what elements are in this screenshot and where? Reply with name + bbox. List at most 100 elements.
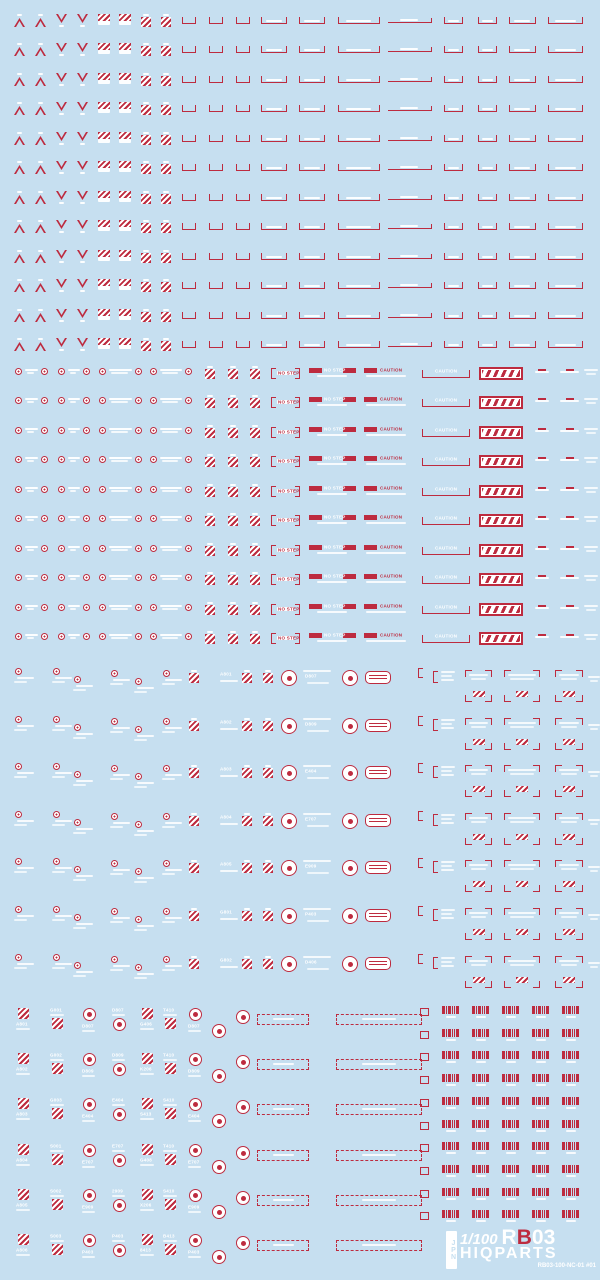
corner-frame-decal xyxy=(555,956,583,988)
corner-frame-decal xyxy=(504,956,540,988)
bracket-decal xyxy=(261,164,287,172)
target-label-decal: D809 xyxy=(82,1053,100,1083)
hazard-square-decal xyxy=(189,765,200,778)
barcode-decal xyxy=(502,1188,519,1201)
hazard-stripe-box-decal xyxy=(98,338,110,349)
bracket-decal xyxy=(338,253,380,261)
target-circle-decal xyxy=(236,1100,250,1114)
hazard-label-decal: 8413 xyxy=(140,1234,158,1264)
code-03: 03 xyxy=(531,1226,556,1249)
hazard-stripe-box-decal xyxy=(98,220,110,231)
circle-pair-decal xyxy=(99,515,142,523)
bracket-small-decal xyxy=(418,668,423,678)
circle-pair-decal xyxy=(15,456,48,464)
bracket-decal xyxy=(509,17,536,25)
bracket-decal xyxy=(548,105,583,113)
brand-logo: JPN 1/100 RB03 HIQPARTS RB03-100-NC-01 #0… xyxy=(446,1226,598,1275)
part-label-decal: G802 xyxy=(220,958,244,974)
caution-bracket-decal: CAUTION xyxy=(422,397,470,407)
hazard-square-decal xyxy=(161,250,172,263)
bracket-decal xyxy=(338,17,380,25)
target-label-decal: E707 xyxy=(82,1144,100,1174)
barcode-decal xyxy=(532,1029,549,1042)
hazard-label-decal: G002 xyxy=(50,1053,68,1083)
thin-line-decal xyxy=(388,342,432,349)
circle-pair-decal xyxy=(15,545,48,553)
bracket-decal xyxy=(509,76,536,84)
circle-pair-decal xyxy=(15,604,48,612)
triangle-up-decal xyxy=(35,220,46,234)
triangle-up-decal xyxy=(35,161,46,175)
hazard-square-decal xyxy=(250,454,261,467)
bracket-decal xyxy=(509,164,536,172)
target-circle-decal xyxy=(342,956,358,972)
bracket-decal xyxy=(236,105,250,113)
barcode-decal xyxy=(442,1051,459,1064)
bracket-decal xyxy=(209,105,223,113)
bracket-decal xyxy=(299,341,325,349)
corner-frame-decal xyxy=(555,908,583,940)
triangle-up-decal xyxy=(35,279,46,293)
hazard-square-decal xyxy=(161,309,172,322)
circle-pair-decal xyxy=(150,397,192,405)
logo-top-row: 1/100 RB03 xyxy=(460,1226,556,1249)
circle-label-decal xyxy=(52,668,74,686)
part-note-decal: D809 xyxy=(303,718,337,736)
no-step-bar-decal: NO STEP xyxy=(309,633,356,643)
barcode-decal xyxy=(562,1188,579,1201)
part-number: RB03-100-NC-01 #01 xyxy=(537,1263,596,1269)
bracket-small-decal xyxy=(418,954,423,964)
bracket-decal xyxy=(548,17,583,25)
hazard-stripe-box-decal xyxy=(98,43,110,54)
hazard-frame-decal xyxy=(479,544,523,557)
text-cloud-decal xyxy=(588,771,600,779)
barcode-decal xyxy=(562,1006,579,1019)
circle-pair-decal xyxy=(58,574,90,582)
hazard-square-decal xyxy=(228,395,239,408)
hazard-label-decal: G001 xyxy=(50,1008,68,1038)
caution-bar-decal: CAUTION xyxy=(364,633,409,643)
target-label-decal: D807 xyxy=(188,1008,206,1038)
bracket-decal xyxy=(299,17,325,25)
bracket-decal xyxy=(182,164,196,172)
hazard-stripe-box-decal xyxy=(98,14,110,25)
target-circle-decal xyxy=(212,1069,226,1083)
bracket-decal xyxy=(236,135,250,143)
bracket-decal xyxy=(182,223,196,231)
thin-line-decal xyxy=(388,313,432,320)
vent-decal xyxy=(365,909,391,922)
bracket-decal xyxy=(444,76,463,84)
barcode-decal xyxy=(562,1142,579,1155)
circle-label-decal xyxy=(134,964,156,982)
jpn-badge: JPN xyxy=(446,1231,457,1269)
circle-label-decal xyxy=(134,726,156,744)
triangle-down-decal xyxy=(56,43,67,57)
hazard-square-decal xyxy=(205,366,216,379)
bracket-decal xyxy=(478,312,497,320)
hazard-stripe-box-decal xyxy=(98,161,110,172)
barcode-decal xyxy=(442,1120,459,1133)
part-label-decal: A801 xyxy=(220,672,244,688)
bracket-decal xyxy=(299,135,325,143)
circle-label-decal xyxy=(110,813,132,831)
hazard-label-decal: G408 xyxy=(140,1144,158,1174)
hazard-stripe-box-decal xyxy=(119,73,131,84)
bracket-decal xyxy=(261,135,287,143)
bracket-small-decal xyxy=(418,811,423,821)
triangle-up-decal xyxy=(14,191,25,205)
text-cloud-decal xyxy=(584,516,598,524)
barcode-decal xyxy=(532,1210,549,1223)
tick-mark-decal xyxy=(535,428,549,433)
target-circle-decal xyxy=(281,670,297,686)
hazard-square-decal xyxy=(141,191,152,204)
triangle-down-decal xyxy=(56,250,67,264)
hazard-label-decal: A803 xyxy=(16,1098,34,1128)
bracket-decal xyxy=(338,135,380,143)
barcode-decal xyxy=(532,1120,549,1133)
circle-pair-decal xyxy=(58,397,90,405)
bracket-decal xyxy=(261,17,287,25)
circle-label-decal xyxy=(110,765,132,783)
bracket-decal xyxy=(478,282,497,290)
text-cloud-decal xyxy=(584,428,598,436)
hazard-square-decal xyxy=(228,602,239,615)
